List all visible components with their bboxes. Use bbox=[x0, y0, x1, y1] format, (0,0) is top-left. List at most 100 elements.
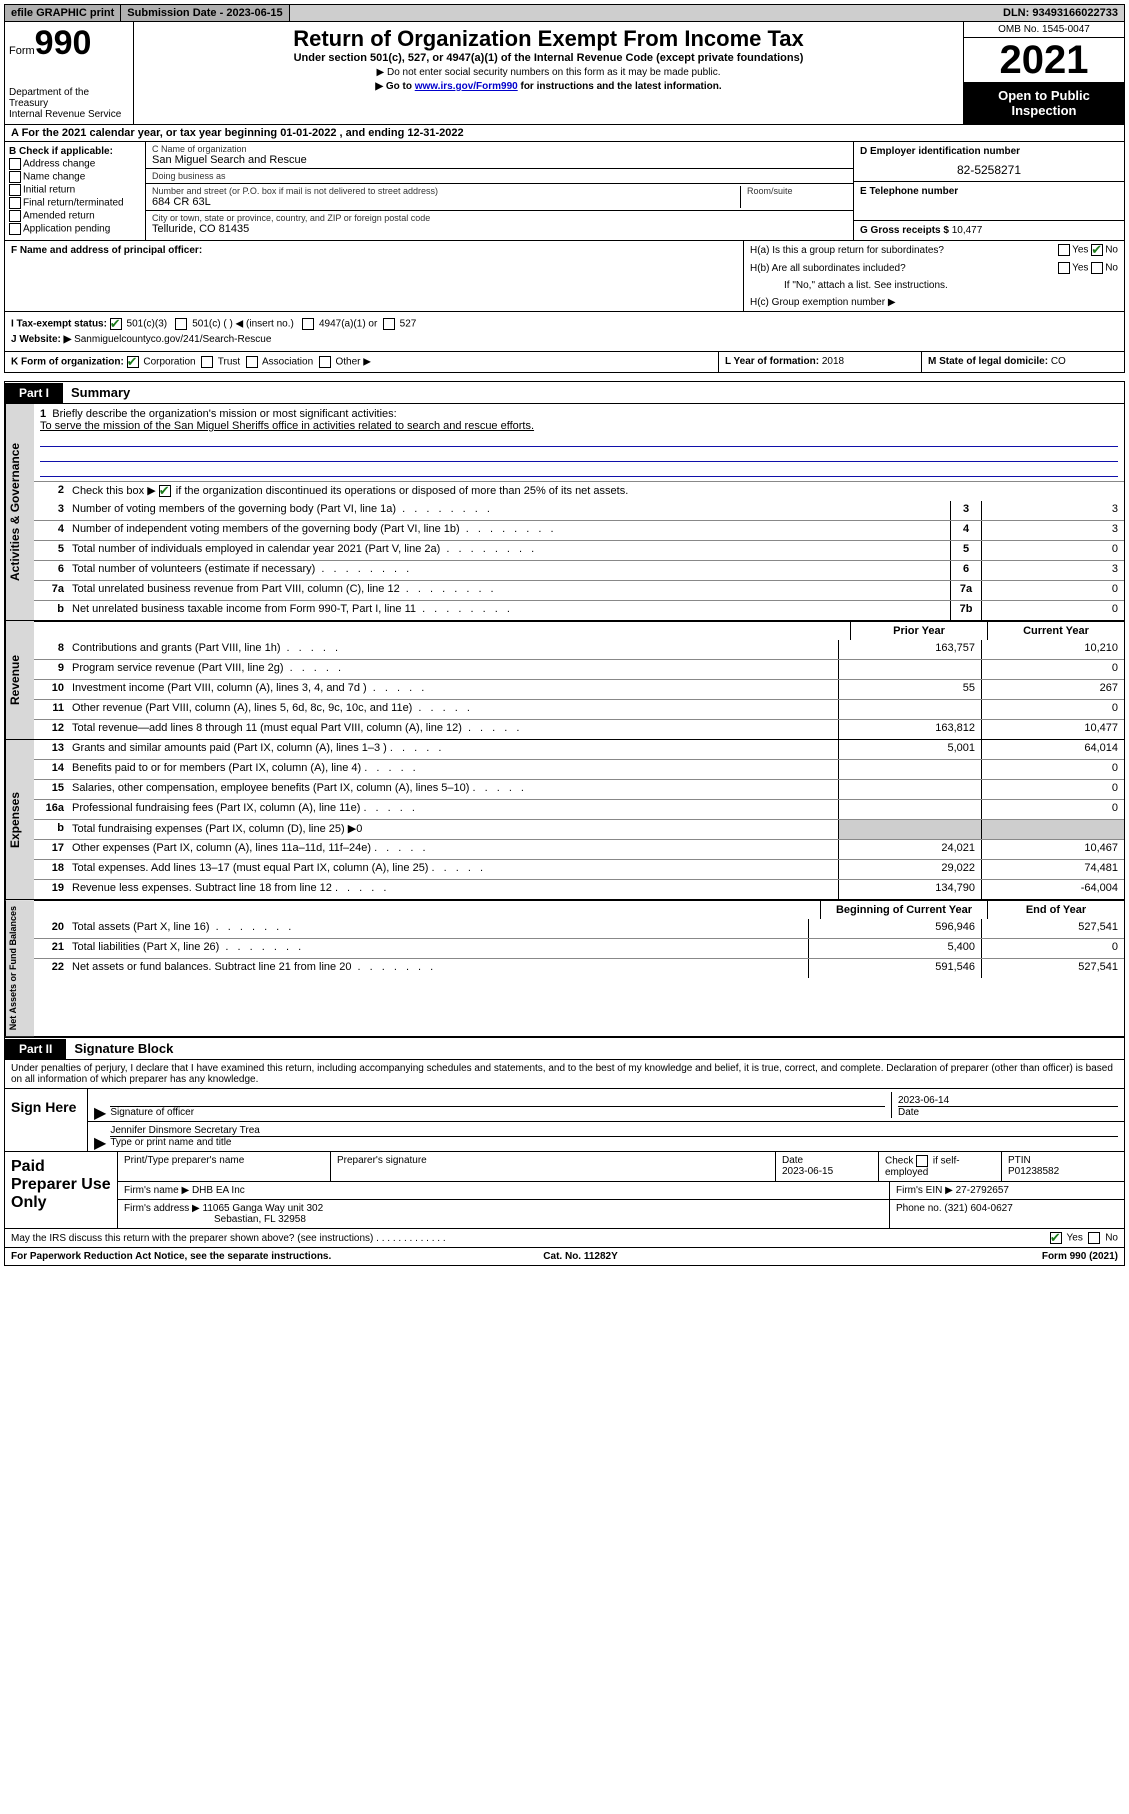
chk-amended[interactable]: Amended return bbox=[9, 210, 141, 222]
opt-4947: 4947(a)(1) or bbox=[319, 319, 377, 330]
pra-notice: For Paperwork Reduction Act Notice, see … bbox=[11, 1251, 331, 1262]
firm-phone-lbl: Phone no. bbox=[896, 1203, 944, 1214]
sign-here-label: Sign Here bbox=[5, 1089, 88, 1151]
title-block: Return of Organization Exempt From Incom… bbox=[134, 22, 963, 124]
form-title: Return of Organization Exempt From Incom… bbox=[142, 26, 955, 52]
opt-assoc: Association bbox=[262, 357, 313, 368]
chk-trust[interactable] bbox=[201, 356, 213, 368]
hc-label: H(c) Group exemption number ▶ bbox=[744, 294, 1124, 311]
form-org-block: K Form of organization: Corporation Trus… bbox=[4, 352, 1125, 373]
yof-value: 2018 bbox=[822, 356, 844, 367]
street-value: 684 CR 63L bbox=[152, 196, 734, 208]
firm-addr-lbl: Firm's address ▶ bbox=[124, 1203, 203, 1214]
hb-note: If "No," attach a list. See instructions… bbox=[744, 277, 1124, 294]
chk-assoc[interactable] bbox=[246, 356, 258, 368]
ha-yesno[interactable]: Yes No bbox=[1058, 244, 1118, 256]
net-line-22: 22Net assets or fund balances. Subtract … bbox=[34, 958, 1124, 978]
top-bar: efile GRAPHIC print Submission Date - 20… bbox=[4, 4, 1125, 22]
chk-501c[interactable] bbox=[175, 318, 187, 330]
phone-label: E Telephone number bbox=[860, 186, 1118, 197]
goto-post: for instructions and the latest informat… bbox=[518, 81, 722, 92]
discuss-yesno[interactable]: Yes No bbox=[1050, 1232, 1118, 1244]
hb-label: H(b) Are all subordinates included? bbox=[750, 263, 906, 274]
hdr-current-year: Current Year bbox=[987, 622, 1124, 640]
chk-name-change[interactable]: Name change bbox=[9, 171, 141, 183]
gross-receipts-row: G Gross receipts $ 10,477 bbox=[854, 221, 1124, 240]
part1-header: Part I Summary bbox=[4, 381, 1125, 404]
governance-section: Activities & Governance 1 Briefly descri… bbox=[4, 404, 1125, 621]
exp-line-19: 19Revenue less expenses. Subtract line 1… bbox=[34, 879, 1124, 899]
rev-line-10: 10Investment income (Part VIII, column (… bbox=[34, 679, 1124, 699]
status-website-block: I Tax-exempt status: 501(c)(3) 501(c) ( … bbox=[4, 312, 1125, 352]
prep-date-val: 2023-06-15 bbox=[782, 1166, 872, 1177]
opt-trust: Trust bbox=[218, 357, 240, 368]
sig-date: 2023-06-14 bbox=[898, 1095, 1118, 1106]
opt-other: Other ▶ bbox=[335, 357, 370, 368]
form-number: 990 bbox=[35, 24, 92, 62]
hb-yesno[interactable]: Yes No bbox=[1058, 262, 1118, 274]
expenses-section: Expenses 13Grants and similar amounts pa… bbox=[4, 740, 1125, 900]
irs-discuss-row: May the IRS discuss this return with the… bbox=[4, 1229, 1125, 1248]
mission-text: To serve the mission of the San Miguel S… bbox=[40, 420, 1118, 432]
part2-tag: Part II bbox=[5, 1039, 66, 1059]
room-label: Room/suite bbox=[747, 186, 847, 196]
mission-block: 1 Briefly describe the organization's mi… bbox=[34, 404, 1124, 481]
exp-line-17: 17Other expenses (Part IX, column (A), l… bbox=[34, 839, 1124, 859]
yes-lbl: Yes bbox=[1067, 1233, 1083, 1244]
ein-value: 82-5258271 bbox=[860, 157, 1118, 177]
chk-4947[interactable] bbox=[302, 318, 314, 330]
city-label: City or town, state or province, country… bbox=[152, 213, 847, 223]
chk-address-change[interactable]: Address change bbox=[9, 158, 141, 170]
gov-line-6: 6Total number of volunteers (estimate if… bbox=[34, 560, 1124, 580]
hdr-prior-year: Prior Year bbox=[850, 622, 987, 640]
chk-501c3[interactable] bbox=[110, 318, 122, 330]
phone-row: E Telephone number bbox=[854, 182, 1124, 221]
rev-col-header: Prior Year Current Year bbox=[34, 621, 1124, 640]
tax-exempt-row: I Tax-exempt status: 501(c)(3) 501(c) ( … bbox=[11, 316, 1118, 332]
street-label: Number and street (or P.O. box if mail i… bbox=[152, 186, 734, 196]
gov-line-3: 3Number of voting members of the governi… bbox=[34, 501, 1124, 520]
blank-line bbox=[40, 447, 1118, 462]
formorg-label: K Form of organization: bbox=[11, 357, 124, 368]
cat-no: Cat. No. 11282Y bbox=[543, 1251, 617, 1262]
blank-line bbox=[40, 432, 1118, 447]
opt-501c: 501(c) ( ) ◀ (insert no.) bbox=[192, 319, 294, 330]
ein-phone-block: D Employer identification number 82-5258… bbox=[853, 142, 1124, 240]
form-id-block: Form990 Department of the Treasury Inter… bbox=[5, 22, 134, 124]
firm-name-lbl: Firm's name ▶ bbox=[124, 1185, 192, 1196]
subtitle-2: ▶ Do not enter social security numbers o… bbox=[142, 67, 955, 78]
principal-officer: F Name and address of principal officer: bbox=[5, 241, 743, 311]
box-b-header: B Check if applicable: bbox=[9, 146, 141, 157]
submission-date-value: 2023-06-15 bbox=[226, 7, 282, 19]
chk-app-pending[interactable]: Application pending bbox=[9, 223, 141, 235]
chk-other[interactable] bbox=[319, 356, 331, 368]
chk-initial-return[interactable]: Initial return bbox=[9, 184, 141, 196]
sidetab-expenses: Expenses bbox=[5, 740, 34, 899]
chk-corp[interactable] bbox=[127, 356, 139, 368]
opt-501c3: 501(c)(3) bbox=[127, 319, 168, 330]
chk-final-return[interactable]: Final return/terminated bbox=[9, 197, 141, 209]
sig-date-label: Date bbox=[898, 1106, 1118, 1118]
irs-link[interactable]: www.irs.gov/Form990 bbox=[415, 81, 518, 92]
open-public-1: Open to Public bbox=[966, 88, 1122, 103]
sidetab-netassets: Net Assets or Fund Balances bbox=[5, 900, 34, 1036]
net-line-21: 21Total liabilities (Part X, line 26) . … bbox=[34, 938, 1124, 958]
omb-number: OMB No. 1545-0047 bbox=[964, 22, 1124, 38]
firm-ein: 27-2792657 bbox=[956, 1185, 1009, 1196]
state-domicile: M State of legal domicile: CO bbox=[921, 352, 1124, 372]
sidetab-revenue: Revenue bbox=[5, 621, 34, 739]
efile-print-button[interactable]: efile GRAPHIC print bbox=[5, 5, 121, 21]
exp-line-18: 18Total expenses. Add lines 13–17 (must … bbox=[34, 859, 1124, 879]
chk-self-employed[interactable] bbox=[916, 1155, 928, 1167]
officer-group-block: F Name and address of principal officer:… bbox=[4, 241, 1125, 312]
part1-tag: Part I bbox=[5, 383, 63, 403]
chk-lbl: Address change bbox=[23, 159, 95, 170]
chk-discontinued[interactable] bbox=[159, 485, 171, 497]
ptin-hdr: PTIN bbox=[1008, 1155, 1118, 1166]
chk-lbl: Initial return bbox=[23, 185, 75, 196]
form-word: Form bbox=[9, 45, 35, 57]
chk-527[interactable] bbox=[383, 318, 395, 330]
officer-label: F Name and address of principal officer: bbox=[11, 245, 202, 256]
prep-name-hdr: Print/Type preparer's name bbox=[118, 1152, 331, 1181]
submission-date: Submission Date - 2023-06-15 bbox=[121, 5, 289, 21]
